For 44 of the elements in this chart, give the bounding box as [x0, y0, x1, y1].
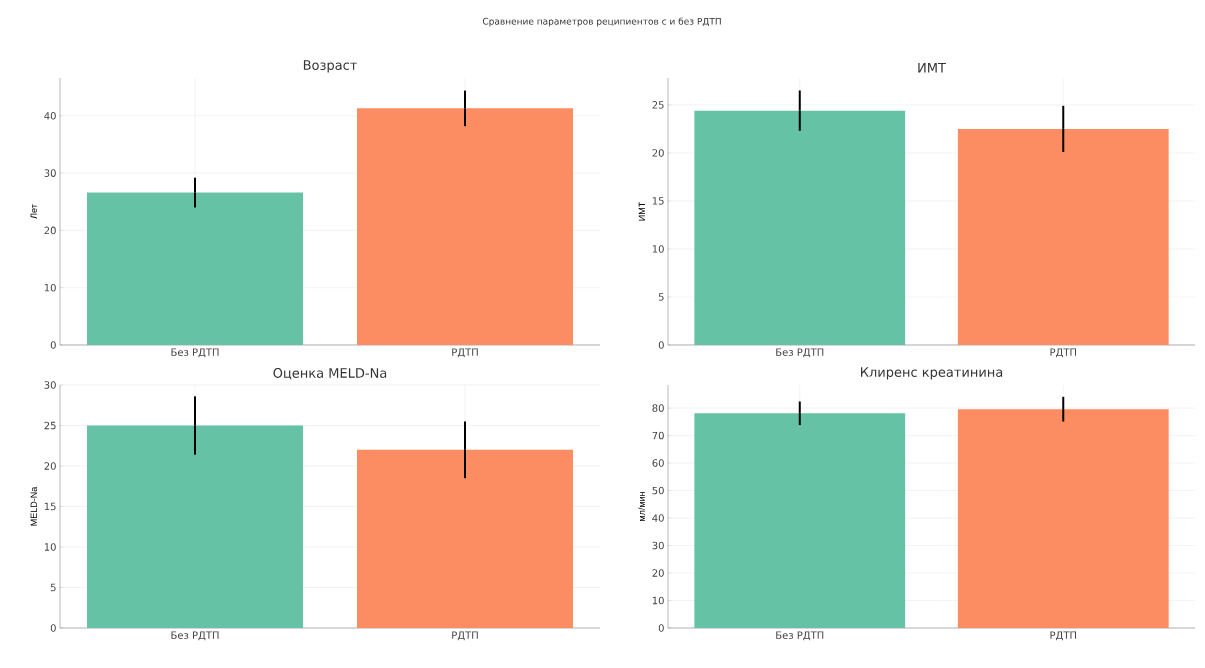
- y-tick-label: 40: [652, 514, 664, 522]
- y-tick-label: 10: [44, 283, 56, 292]
- y-tick-label: 5: [658, 293, 664, 301]
- y-tick-label: 40: [44, 112, 56, 120]
- chart-title: Оценка MELD-Na: [273, 368, 387, 380]
- chart-title: Возраст: [303, 60, 357, 73]
- y-tick-label: 0: [658, 341, 664, 349]
- y-tick-label: 0: [658, 624, 664, 632]
- x-tick-label: РДТП: [1050, 631, 1077, 641]
- y-tick-label: 70: [652, 431, 664, 440]
- y-tick-label: 0: [50, 624, 56, 632]
- y-tick-label: 10: [652, 245, 664, 253]
- y-tick-label: 50: [652, 486, 664, 495]
- x-tick-label: Без РДТП: [171, 348, 219, 358]
- y-tick-label: 15: [44, 502, 56, 511]
- y-tick-label: 5: [50, 583, 56, 592]
- y-tick-label: 20: [652, 569, 664, 577]
- y-axis-title: мл/мин: [638, 492, 645, 521]
- x-tick-label: Без РДТП: [776, 631, 824, 641]
- x-tick-label: РДТП: [452, 348, 478, 358]
- y-tick-label: 10: [652, 596, 664, 605]
- y-tick-label: 20: [652, 149, 664, 157]
- y-tick-label: 25: [652, 101, 664, 109]
- y-tick-label: 20: [44, 462, 56, 470]
- y-axis-title: MELD-Na: [30, 486, 37, 526]
- y-tick-label: 30: [44, 381, 56, 389]
- y-tick-label: 10: [44, 543, 56, 551]
- y-tick-label: 60: [652, 459, 664, 467]
- y-tick-label: 80: [652, 404, 664, 412]
- x-tick-label: Без РДТП: [171, 631, 219, 641]
- y-axis-title: Лет: [30, 204, 37, 219]
- y-tick-label: 15: [652, 197, 664, 205]
- y-axis-title: ИМТ: [638, 201, 645, 221]
- x-tick-label: РДТП: [1050, 348, 1077, 358]
- x-tick-label: РДТП: [452, 631, 478, 641]
- chart-title: ИМТ: [918, 63, 946, 73]
- y-tick-label: 20: [44, 226, 56, 235]
- y-tick-label: 30: [652, 541, 664, 550]
- y-tick-label: 0: [50, 341, 56, 349]
- x-tick-label: Без РДТП: [776, 348, 824, 358]
- y-tick-label: 30: [44, 169, 56, 177]
- chart-title: Клиренс креатинина: [861, 367, 1003, 380]
- text: Сравнение параметров реципиентов с и без РДТП: [482, 17, 721, 27]
- y-tick-label: 25: [44, 421, 56, 430]
